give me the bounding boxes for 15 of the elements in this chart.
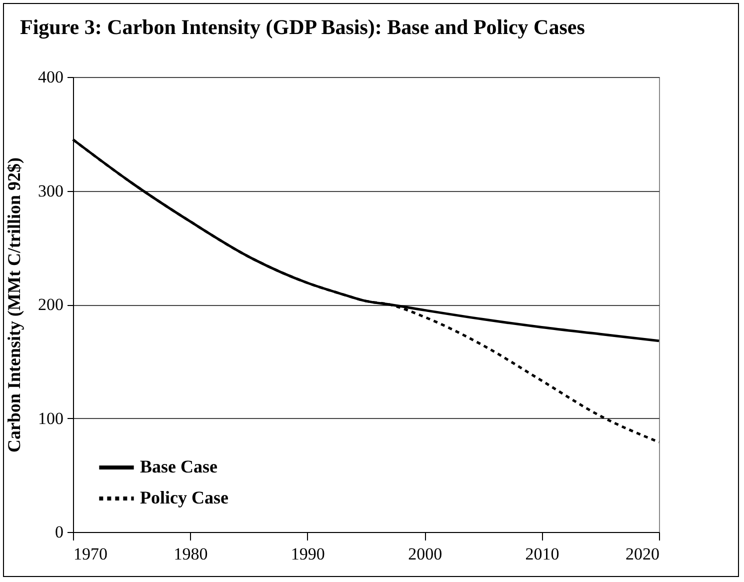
- legend-label: Policy Case: [140, 488, 228, 508]
- y-tick-label: 300: [38, 181, 64, 200]
- x-tick-label: 1970: [74, 544, 108, 564]
- y-tick-label: 0: [55, 522, 64, 542]
- x-tick-label: 2010: [525, 544, 560, 564]
- x-tick-label: 1990: [290, 544, 325, 564]
- x-tick-label: 1980: [174, 544, 208, 564]
- y-axis-title: Carbon Intensity (MMt C/trillion 92$): [4, 158, 24, 452]
- x-tick-label: 2020: [626, 544, 660, 564]
- y-tick-label: 400: [38, 68, 64, 86]
- legend-label: Base Case: [140, 456, 218, 476]
- x-tick-label: 2000: [408, 544, 442, 564]
- chart-title: Figure 3: Carbon Intensity (GDP Basis): Base and Policy Cases: [20, 14, 586, 40]
- y-tick-label: 200: [38, 295, 64, 314]
- y-tick-label: 100: [38, 408, 64, 428]
